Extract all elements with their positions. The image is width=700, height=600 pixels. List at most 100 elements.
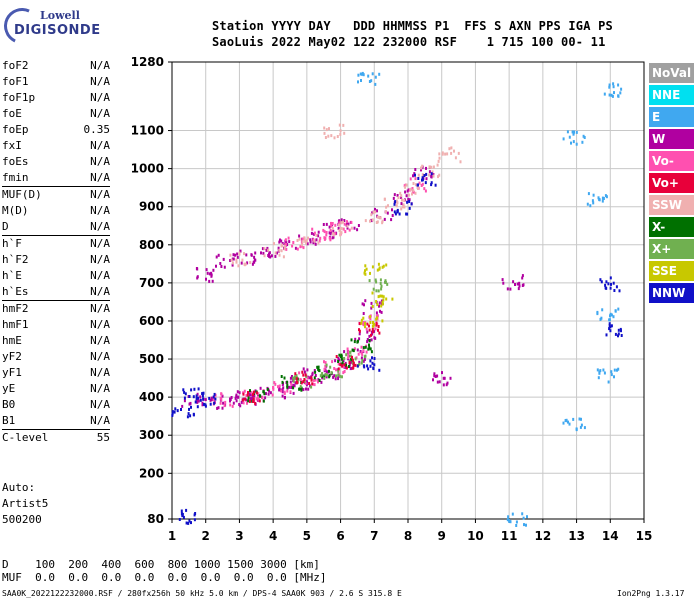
data-point [393,193,396,197]
data-point [572,417,575,421]
data-point [209,398,212,402]
data-point [199,395,202,399]
data-point [238,403,241,406]
param-name: hmE [2,334,22,347]
data-point [333,367,336,370]
data-point [232,401,235,405]
data-point [373,336,376,340]
y-tick-label: 80 [147,512,164,526]
data-point [196,392,199,396]
data-point [358,360,361,364]
data-point [368,334,371,338]
data-point [375,311,378,315]
data-point [385,297,388,301]
data-point [262,390,265,394]
data-point [369,364,372,368]
data-point [367,74,370,78]
data-point [406,189,409,193]
data-point [368,279,371,283]
data-point [292,376,295,380]
data-point [332,235,335,239]
data-point [607,282,610,286]
legend-item-w: W [649,129,694,149]
data-point [267,392,270,396]
y-tick-label: 600 [139,314,164,328]
data-point [190,405,192,409]
data-point [243,252,245,256]
data-point [337,360,340,363]
data-point [401,198,403,202]
data-point [339,132,342,136]
data-point [343,363,346,367]
data-point [348,361,351,365]
data-point [366,340,369,344]
data-point [356,364,359,368]
data-point [282,255,285,259]
data-point [502,281,505,285]
data-point [372,210,375,214]
data-point [383,217,386,221]
data-point [247,396,250,400]
data-point [407,193,410,197]
data-point [271,393,274,397]
data-point [377,325,380,328]
data-point [565,418,568,422]
data-point [234,253,237,257]
data-point [575,142,578,146]
y-tick-label: 300 [139,428,164,442]
data-point [281,394,284,398]
data-point [234,396,237,400]
data-point [610,313,613,317]
data-point [229,403,232,407]
data-point [377,328,379,332]
data-point [320,380,323,384]
data-point [341,227,344,231]
data-point [294,381,297,385]
data-point [370,79,373,83]
data-point [336,135,339,138]
data-point [385,205,388,209]
param-row: fxI N/A [2,138,110,154]
data-point [382,295,385,299]
x-tick-label: 4 [269,529,277,543]
data-point [349,367,352,371]
data-point [400,196,403,199]
data-point [381,221,384,225]
data-point [181,404,184,408]
data-point [323,360,325,364]
data-point [323,230,326,234]
data-point [372,324,375,328]
data-point [202,391,205,395]
data-point [421,164,424,168]
data-point [580,417,582,421]
data-point [436,380,439,384]
data-point [324,373,327,377]
data-point [612,315,615,319]
data-point [614,309,617,313]
data-point [403,205,406,209]
data-point [378,368,381,372]
data-point [608,83,611,87]
data-point [360,318,363,322]
data-point [261,247,264,251]
data-point [386,211,389,215]
param-row: h`E N/A [2,268,110,284]
data-point [420,166,422,170]
data-point [357,339,359,343]
y-tick-label: 1100 [131,124,164,138]
data-point [222,401,225,405]
data-point [357,352,360,356]
data-point [395,199,398,203]
data-point [459,160,462,164]
data-point [571,130,574,134]
data-point [281,388,284,392]
data-point [345,220,348,224]
data-point [365,267,368,271]
data-point [328,236,331,240]
x-tick-label: 8 [404,529,412,543]
data-point [201,392,204,396]
data-point [272,386,275,390]
data-point [266,387,269,391]
data-point [196,405,199,409]
data-point [368,328,371,332]
